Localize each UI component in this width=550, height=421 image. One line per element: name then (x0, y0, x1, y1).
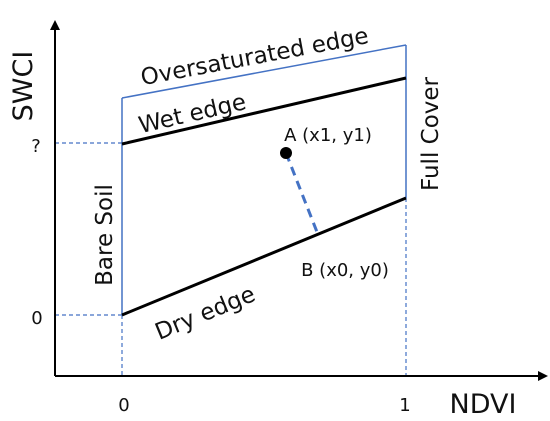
point-b-label: B (x0, y0) (301, 260, 389, 281)
wet-edge-line (121, 76, 407, 146)
x-tick-zero: 0 (118, 395, 129, 416)
dry-edge-label: Dry edge (152, 281, 260, 345)
point-a-label: A (x1, y1) (284, 125, 372, 146)
x-tick-one: 1 (399, 395, 410, 416)
oversaturated-edge-label: Oversaturated edge (139, 23, 371, 91)
oversaturated-edge-line (121, 44, 407, 99)
x-axis-title: NDVI (450, 389, 517, 420)
point-a-marker (280, 147, 292, 159)
y-axis-title: SWCI (8, 51, 39, 122)
bare-soil-label: Bare Soil (92, 184, 118, 286)
y-tick-question: ? (31, 136, 41, 157)
a-to-b-connector (284, 152, 319, 233)
wet-edge-label: Wet edge (136, 89, 248, 139)
y-tick-zero: 0 (31, 308, 42, 329)
dry-edge-line (121, 196, 407, 317)
full-cover-label: Full Cover (418, 76, 444, 191)
